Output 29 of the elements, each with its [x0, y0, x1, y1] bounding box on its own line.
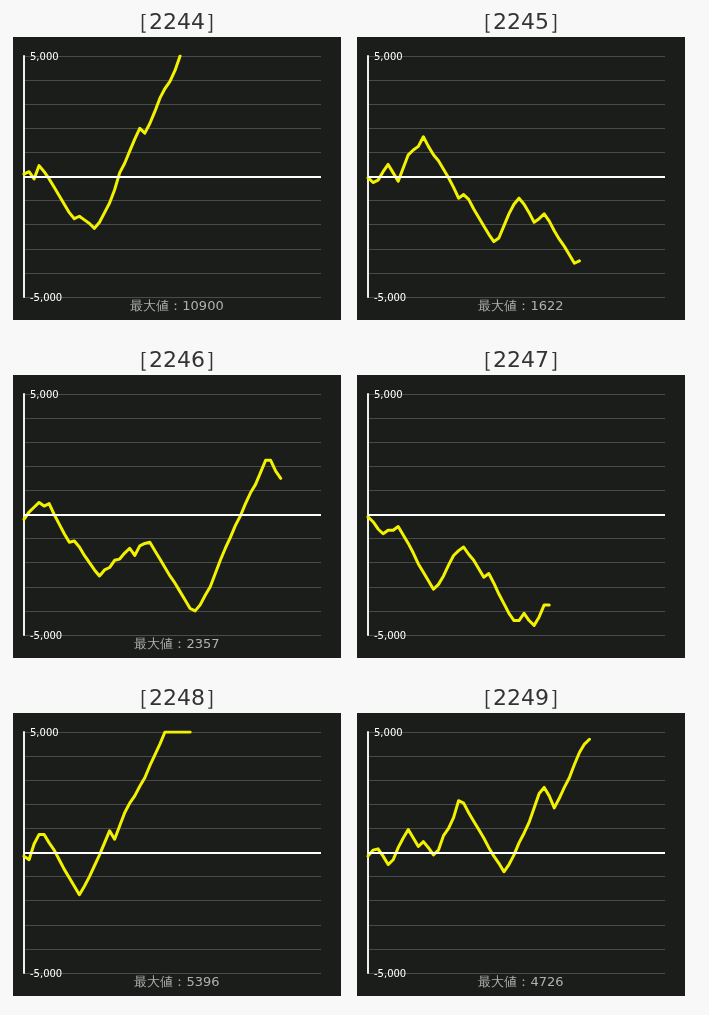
line-series — [22, 730, 192, 897]
y-tick-label: 5,000 — [30, 50, 59, 62]
y-tick-label: 5,000 — [374, 726, 403, 738]
text: 最大値：2357 — [134, 636, 220, 651]
chart-title: ［2244］ — [127, 8, 227, 34]
y-tick-label: -5,000 — [374, 291, 407, 303]
line-series — [366, 135, 581, 265]
line-series — [366, 515, 551, 627]
chart-title: ［2247］ — [471, 346, 571, 372]
y-tick-label: -5,000 — [30, 967, 63, 979]
y-tick-label: -5,000 — [30, 291, 63, 303]
chart-title: ［2245］ — [471, 8, 571, 34]
text: 最大値：10900 — [130, 298, 224, 313]
y-tick-label: -5,000 — [374, 967, 407, 979]
y-tick-label: 5,000 — [30, 726, 59, 738]
text: 最大値：1622 — [478, 298, 564, 313]
text: 最大値：5396 — [134, 974, 220, 989]
text: 最大値：4726 — [478, 974, 564, 989]
chart-title: ［2248］ — [127, 684, 227, 710]
line-series — [22, 54, 182, 230]
chart-title: ［2246］ — [127, 346, 227, 372]
y-tick-label: -5,000 — [374, 629, 407, 641]
y-tick-label: 5,000 — [374, 388, 403, 400]
y-tick-label: 5,000 — [374, 50, 403, 62]
y-tick-label: -5,000 — [30, 629, 63, 641]
line-series — [22, 458, 283, 613]
y-tick-label: 5,000 — [30, 388, 59, 400]
line-series — [366, 737, 591, 874]
chart-title: ［2249］ — [471, 684, 571, 710]
